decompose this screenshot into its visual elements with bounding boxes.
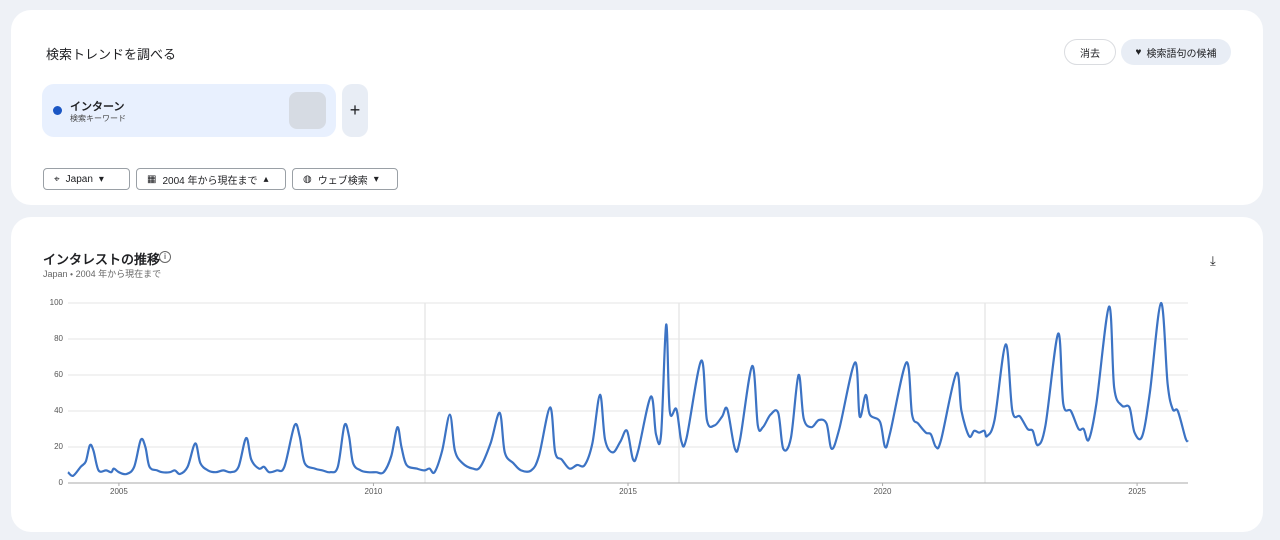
suggest-icon: ♥ <box>1135 46 1142 58</box>
y-tick-label: 100 <box>50 298 64 307</box>
chart-title: インタレストの推移 <box>43 252 161 267</box>
period-filter[interactable]: ▦ 2004 年から現在まで ▴ <box>136 168 286 190</box>
x-tick-label: 2005 <box>110 487 128 496</box>
region-filter[interactable]: ⌖ Japan ▾ <box>43 168 130 190</box>
x-tick-label: 2015 <box>619 487 637 496</box>
term-name: インターン <box>70 101 125 113</box>
y-tick-label: 0 <box>59 478 64 487</box>
y-tick-label: 60 <box>54 370 63 379</box>
globe-icon: ◍ <box>303 173 312 185</box>
period-label: 2004 年から現在まで <box>162 175 258 187</box>
suggest-button[interactable]: ♥ 検索語句の候補 <box>1121 39 1231 65</box>
y-tick-label: 80 <box>54 334 63 343</box>
trend-line <box>67 301 1189 478</box>
source-label: ウェブ検索 <box>317 175 368 187</box>
caret: ▾ <box>373 173 379 185</box>
x-tick-label: 2020 <box>874 487 892 496</box>
calendar-icon: ▦ <box>147 173 157 185</box>
x-tick-label: 2025 <box>1128 487 1146 496</box>
download-icon[interactable]: ⤓ <box>1210 253 1216 268</box>
caret: ▾ <box>98 173 104 185</box>
x-tick-label: 2010 <box>365 487 383 496</box>
pin-icon: ⌖ <box>54 173 60 185</box>
region-label: Japan <box>65 173 93 185</box>
add-term[interactable]: + <box>342 84 368 137</box>
term-search-icon[interactable] <box>289 92 326 129</box>
explore-card: 検索トレンドを調べる 消去 ♥ 検索語句の候補 インターン 検索キーワード + ⌖… <box>11 10 1263 205</box>
term-dot <box>53 106 62 115</box>
caret: ▴ <box>263 173 269 185</box>
source-filter[interactable]: ◍ ウェブ検索 ▾ <box>292 168 398 190</box>
chart-subtitle: Japan ・ 2004 年から現在まで <box>43 269 162 279</box>
suggest-label: 検索語句の候補 <box>1146 48 1217 60</box>
term-kind: 検索キーワード <box>70 114 126 123</box>
page-title: 検索トレンドを調べる <box>46 47 177 62</box>
clear-button[interactable]: 消去 <box>1064 39 1116 65</box>
y-tick-label: 40 <box>54 406 63 415</box>
y-tick-label: 20 <box>54 442 63 451</box>
info-icon[interactable]: i <box>159 251 171 263</box>
term-card[interactable]: インターン 検索キーワード <box>42 84 336 137</box>
